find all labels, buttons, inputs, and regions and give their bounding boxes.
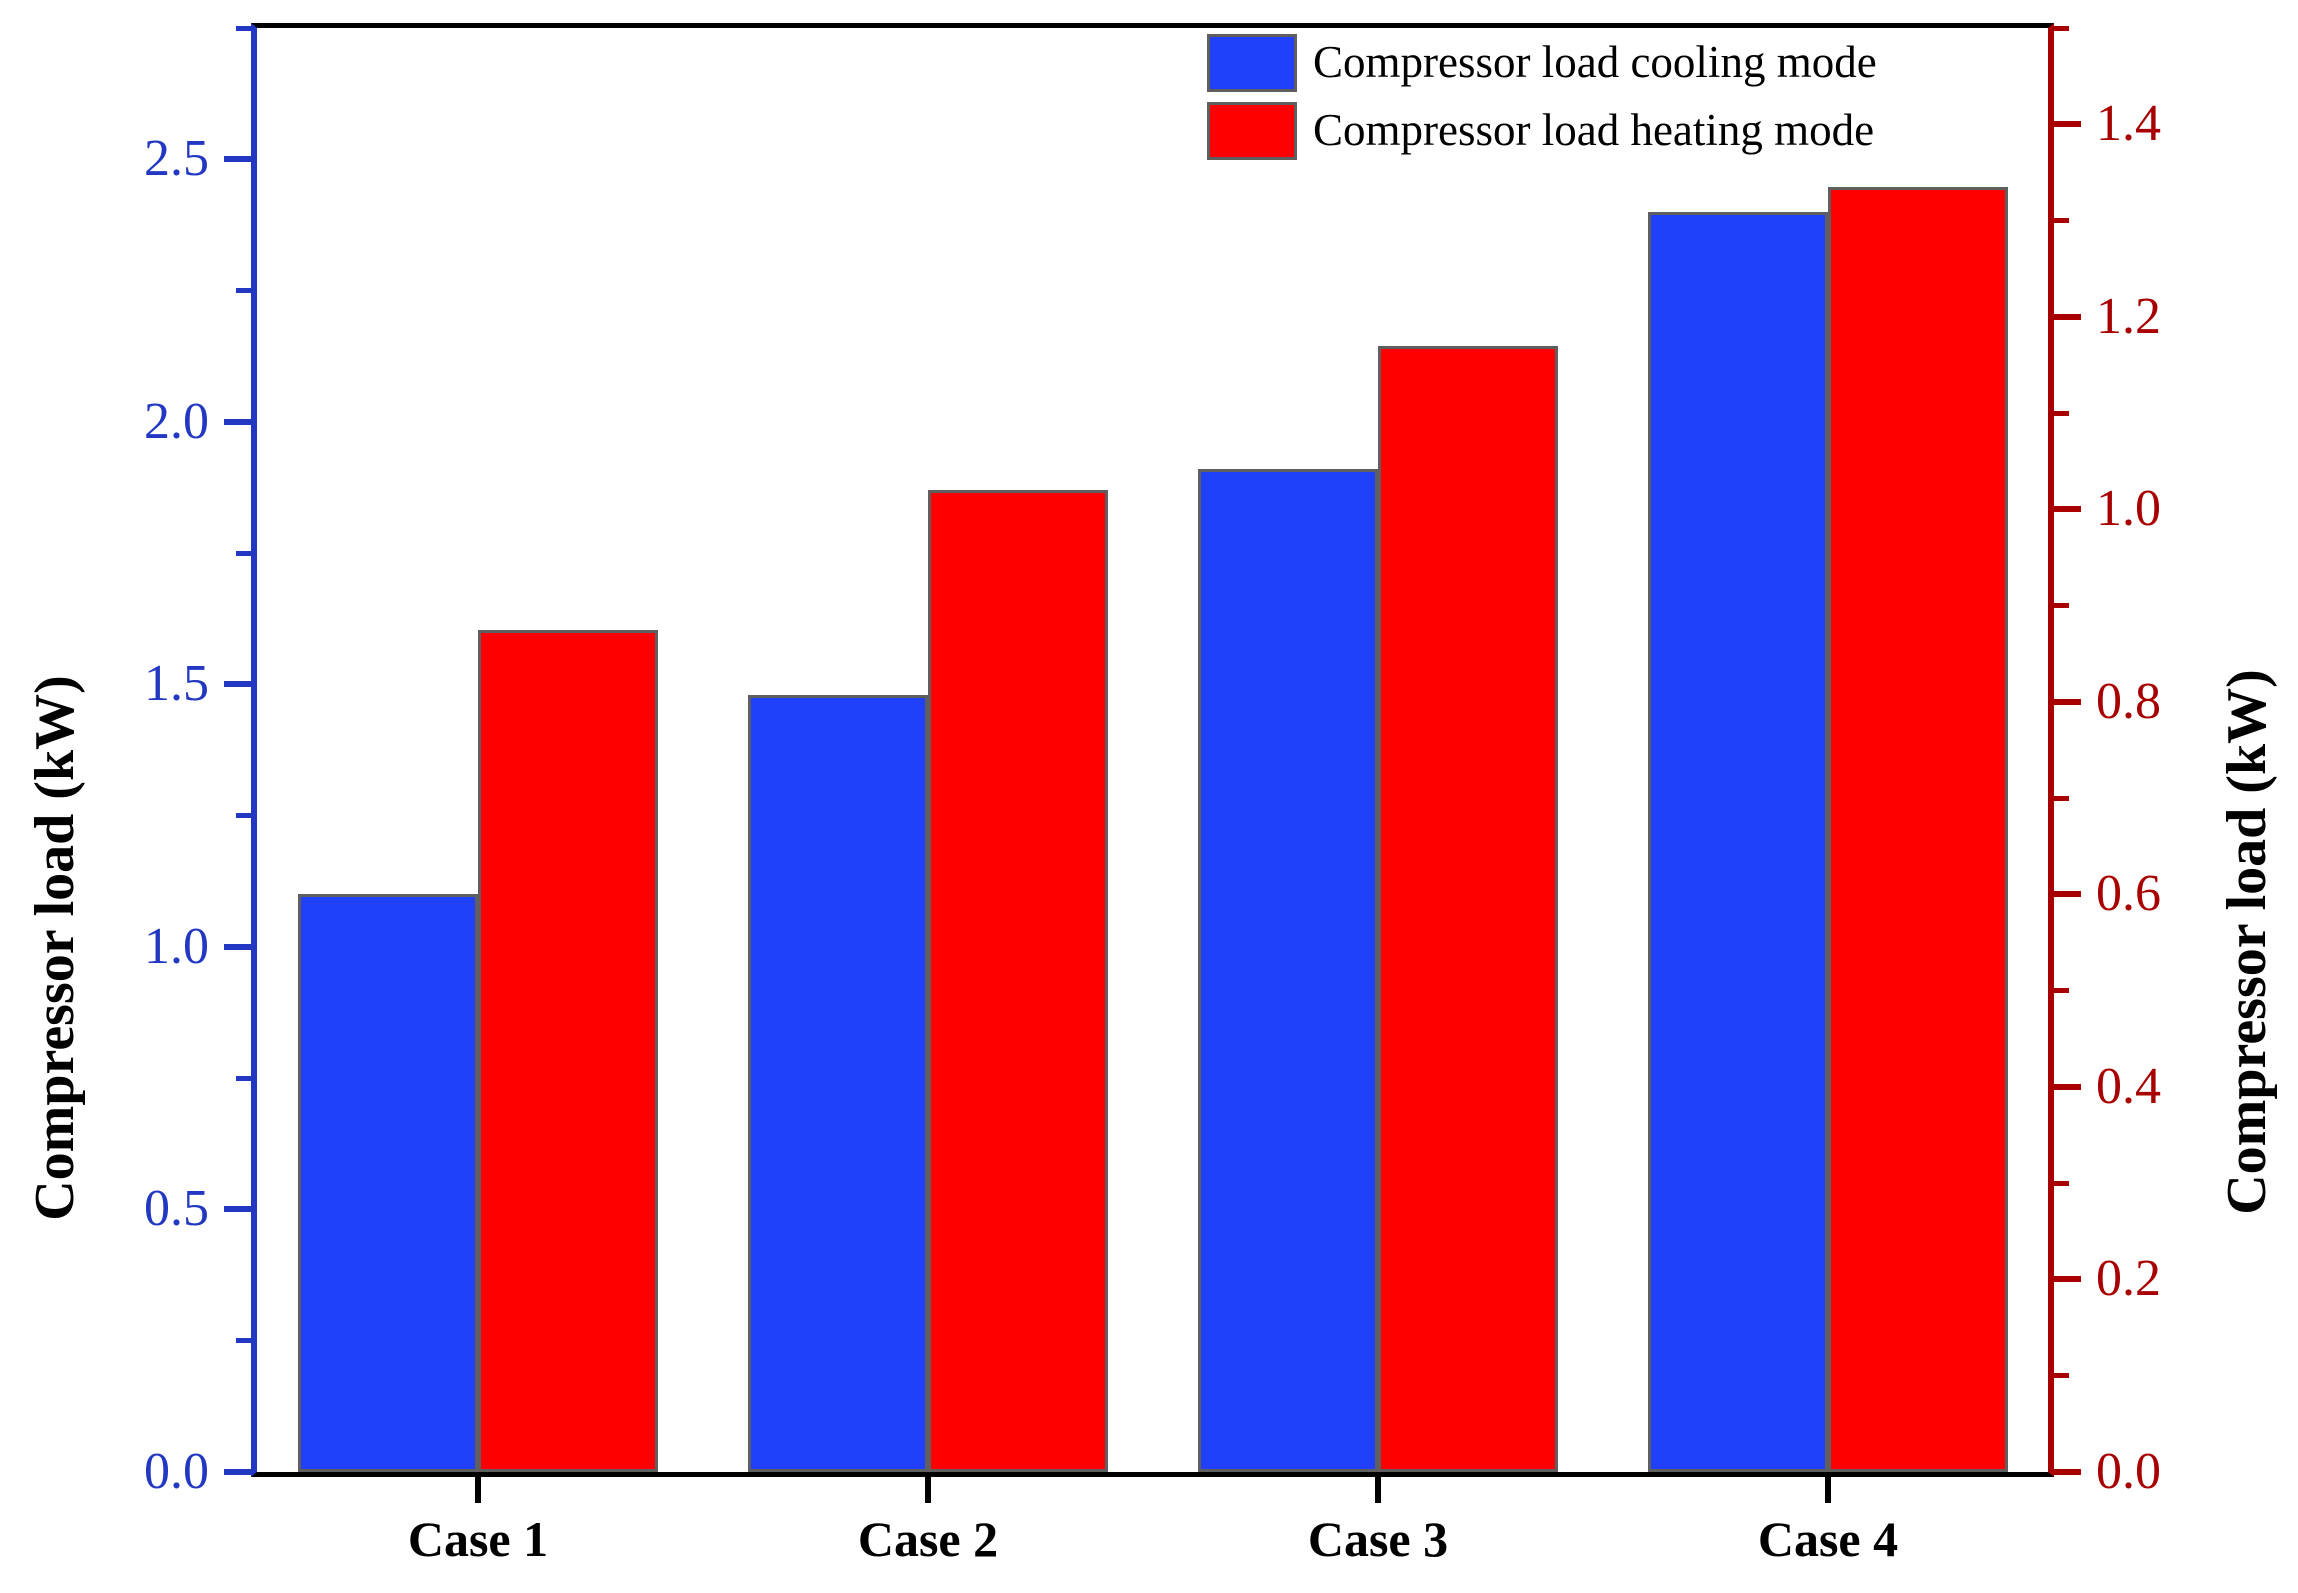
y-minor-tick-left bbox=[236, 288, 252, 294]
left-axis-title: Compressor load (kW) bbox=[24, 675, 86, 1221]
x-tick-label-case-4: Case 4 bbox=[1757, 1511, 1899, 1567]
y-tick-label-left: 2.5 bbox=[144, 130, 209, 188]
legend-label-cooling: Compressor load cooling mode bbox=[1313, 37, 1877, 88]
bar-heating-case-1 bbox=[478, 629, 658, 1472]
bar-cooling-case-1 bbox=[298, 894, 478, 1472]
y-minor-tick-right bbox=[2053, 410, 2069, 416]
y-major-tick-right bbox=[2053, 1276, 2081, 1283]
y-minor-tick-right bbox=[2053, 795, 2069, 801]
y-tick-label-right: 0.4 bbox=[2096, 1057, 2161, 1115]
y-minor-tick-left bbox=[236, 1075, 252, 1081]
y-major-tick-right bbox=[2053, 1469, 2081, 1475]
y-major-tick-right bbox=[2053, 506, 2081, 513]
y-minor-tick-left bbox=[236, 25, 252, 31]
x-tick-label-case-1: Case 1 bbox=[407, 1511, 549, 1567]
bar-cooling-case-4 bbox=[1648, 211, 1828, 1472]
y-minor-tick-left bbox=[236, 550, 252, 556]
y-major-tick-right bbox=[2053, 121, 2081, 128]
y-major-tick-right bbox=[2053, 891, 2081, 898]
y-minor-tick-left bbox=[236, 1338, 252, 1344]
y-major-tick-left bbox=[224, 681, 252, 688]
y-major-tick-left bbox=[224, 156, 252, 163]
y-major-tick-left bbox=[224, 1469, 252, 1475]
bar-heating-case-4 bbox=[1828, 186, 2008, 1472]
legend-entry-cooling: Compressor load cooling mode bbox=[1207, 34, 1877, 92]
legend: Compressor load cooling mode Compressor … bbox=[1207, 34, 1877, 170]
y-tick-label-right: 0.6 bbox=[2096, 865, 2161, 923]
y-major-tick-left bbox=[224, 418, 252, 425]
y-tick-label-right: 0.0 bbox=[2096, 1443, 2161, 1500]
y-tick-label-left: 1.5 bbox=[144, 655, 209, 713]
x-tick-label-case-3: Case 3 bbox=[1307, 1511, 1449, 1567]
y-major-tick-left bbox=[224, 1206, 252, 1213]
y-tick-label-left: 2.0 bbox=[144, 392, 209, 450]
y-tick-label-left: 0.5 bbox=[144, 1180, 209, 1238]
y-tick-label-right: 1.0 bbox=[2096, 480, 2161, 538]
y-minor-tick-right bbox=[2053, 1373, 2069, 1379]
x-tick-label-case-2: Case 2 bbox=[857, 1511, 999, 1567]
x-tick-case-1 bbox=[475, 1477, 481, 1503]
y-tick-label-left: 1.0 bbox=[144, 917, 209, 975]
y-major-tick-right bbox=[2053, 313, 2081, 320]
y-minor-tick-right bbox=[2053, 25, 2069, 31]
x-tick-case-2 bbox=[925, 1477, 931, 1503]
y-major-tick-right bbox=[2053, 1083, 2081, 1090]
legend-entry-heating: Compressor load heating mode bbox=[1207, 102, 1877, 160]
legend-swatch-cooling bbox=[1207, 34, 1297, 92]
x-tick-case-4 bbox=[1825, 1477, 1831, 1503]
y-minor-tick-right bbox=[2053, 603, 2069, 609]
y-major-tick-left bbox=[224, 943, 252, 950]
y-tick-label-left: 0.0 bbox=[144, 1443, 209, 1500]
bar-cooling-case-2 bbox=[748, 694, 928, 1472]
right-axis-title: Compressor load (kW) bbox=[2216, 669, 2278, 1215]
y-minor-tick-right bbox=[2053, 218, 2069, 224]
y-tick-label-right: 0.2 bbox=[2096, 1250, 2161, 1308]
y-major-tick-right bbox=[2053, 698, 2081, 705]
y-minor-tick-right bbox=[2053, 988, 2069, 994]
bar-heating-case-3 bbox=[1378, 345, 1558, 1472]
bar-cooling-case-3 bbox=[1198, 469, 1378, 1472]
bar-heating-case-2 bbox=[928, 490, 1108, 1472]
y-minor-tick-right bbox=[2053, 1180, 2069, 1186]
y-minor-tick-left bbox=[236, 813, 252, 819]
y-tick-label-right: 0.8 bbox=[2096, 672, 2161, 730]
legend-swatch-heating bbox=[1207, 102, 1297, 160]
x-tick-case-3 bbox=[1375, 1477, 1381, 1503]
y-tick-label-right: 1.4 bbox=[2096, 95, 2161, 153]
plot-area: Compressor load cooling mode Compressor … bbox=[144, 23, 2161, 1564]
y-tick-label-right: 1.2 bbox=[2096, 287, 2161, 345]
legend-label-heating: Compressor load heating mode bbox=[1313, 105, 1875, 156]
